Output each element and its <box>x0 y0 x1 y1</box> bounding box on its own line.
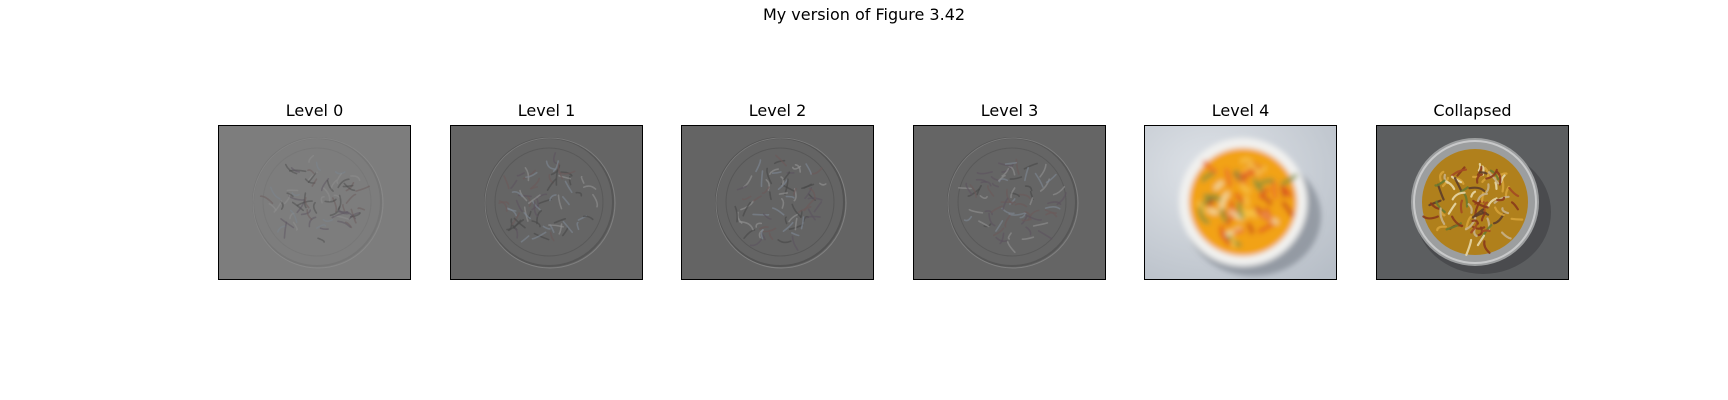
panel-level-1: Level 1 <box>450 100 643 280</box>
panel-title: Level 3 <box>980 101 1039 120</box>
panel-collapsed: Collapsed <box>1376 100 1569 280</box>
panel-level-0: Level 0 <box>218 100 411 280</box>
panel-title: Collapsed <box>1433 101 1512 120</box>
laplacian-level-1-image <box>450 125 643 280</box>
panel-level-3: Level 3 <box>913 100 1106 280</box>
panel-title: Level 1 <box>517 101 576 120</box>
panel-title: Level 0 <box>285 101 344 120</box>
panel-level-4: Level 4 <box>1144 100 1337 280</box>
figure-title: My version of Figure 3.42 <box>762 5 966 24</box>
laplacian-level-2-image <box>681 125 874 280</box>
panel-level-2: Level 2 <box>681 100 874 280</box>
laplacian-level-3-image <box>913 125 1106 280</box>
gaussian-level-4-image <box>1144 125 1337 280</box>
collapsed-image <box>1376 125 1569 280</box>
panel-title: Level 2 <box>748 101 807 120</box>
panel-title: Level 4 <box>1211 101 1270 120</box>
laplacian-level-0-image <box>218 125 411 280</box>
